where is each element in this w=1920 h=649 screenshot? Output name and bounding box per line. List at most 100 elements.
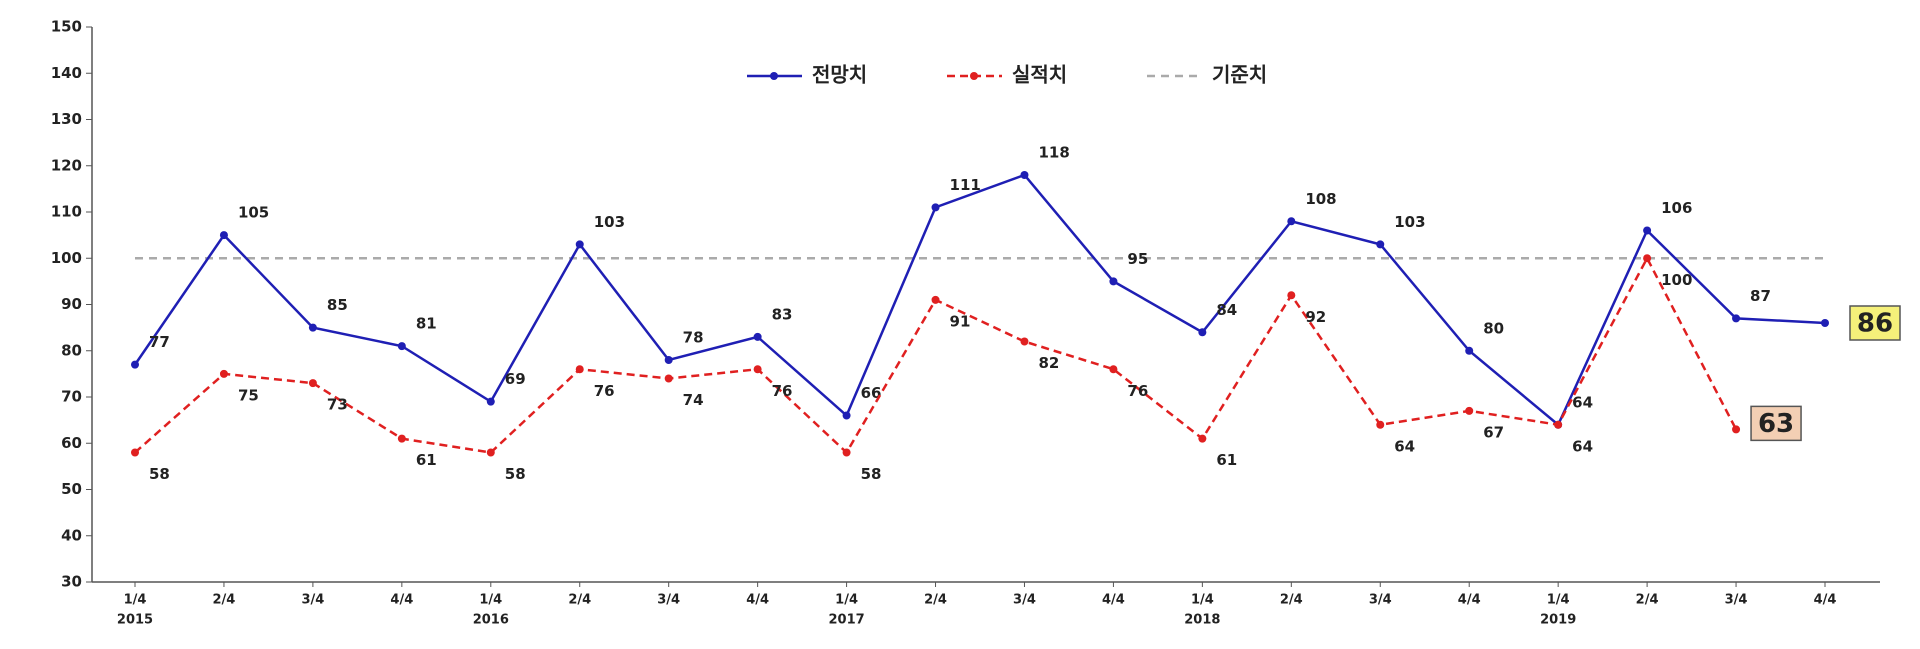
data-point [931, 203, 940, 212]
value-label: 76 [772, 382, 793, 400]
data-point [1554, 420, 1563, 429]
value-label: 118 [1038, 144, 1069, 162]
data-point [1020, 171, 1029, 179]
value-box [1750, 405, 1802, 442]
x-year-label: 2015 [117, 613, 153, 628]
value-label: 82 [1038, 354, 1059, 372]
value-label: 85 [327, 296, 348, 314]
x-tick-label: 3/4 [301, 593, 324, 608]
value-label: 74 [683, 391, 704, 409]
data-point [753, 365, 762, 374]
x-tick-label: 3/4 [1369, 593, 1392, 608]
data-point [1287, 291, 1296, 300]
value-label: 69 [505, 370, 526, 388]
x-tick-label: 2/4 [924, 593, 947, 608]
data-point [575, 240, 584, 249]
data-point [308, 379, 317, 388]
x-year-label: 2016 [473, 613, 509, 628]
y-tick-label: 150 [51, 18, 82, 36]
x-tick-label: 4/4 [1102, 593, 1125, 608]
data-point [1732, 425, 1741, 434]
data-point [1020, 337, 1029, 346]
value-label: 64 [1394, 437, 1415, 455]
data-point [1465, 346, 1474, 355]
value-label: 95 [1127, 250, 1148, 268]
x-year-label: 2018 [1184, 613, 1220, 628]
value-box [1849, 305, 1901, 341]
data-point [308, 323, 317, 332]
data-point [1287, 217, 1296, 226]
data-point [1732, 314, 1741, 323]
x-tick-label: 2/4 [568, 593, 591, 608]
data-point [1109, 277, 1118, 286]
value-label: 61 [416, 451, 437, 469]
value-label: 58 [861, 465, 882, 483]
value-label: 75 [238, 386, 259, 404]
data-point [842, 448, 851, 457]
data-point [1376, 240, 1385, 249]
x-tick-label: 3/4 [1725, 593, 1748, 608]
legend-marker [970, 72, 978, 80]
x-tick-label: 1/4 [835, 593, 858, 608]
data-point [1643, 226, 1652, 235]
data-point [486, 397, 495, 406]
value-label: 81 [416, 315, 437, 333]
x-tick-label: 2/4 [213, 593, 236, 608]
value-label: 111 [950, 176, 981, 194]
data-point [575, 365, 584, 374]
data-point [1376, 420, 1385, 429]
y-tick-label: 110 [51, 203, 82, 221]
data-point [1821, 319, 1829, 327]
value-label: 76 [1127, 382, 1148, 400]
value-label: 64 [1572, 437, 1593, 455]
value-label: 58 [505, 465, 526, 483]
value-label: 64 [1572, 393, 1593, 411]
value-label: 103 [1394, 213, 1425, 231]
y-tick-label: 90 [61, 295, 82, 313]
data-point [664, 356, 673, 364]
y-tick-label: 130 [51, 110, 82, 128]
value-label: 87 [1750, 287, 1771, 305]
value-label: 58 [149, 465, 170, 483]
data-point [931, 295, 940, 304]
value-label: 76 [594, 382, 615, 400]
x-tick-label: 2/4 [1636, 593, 1659, 608]
x-tick-label: 3/4 [657, 593, 680, 608]
data-point [397, 342, 406, 351]
y-tick-label: 80 [61, 341, 82, 359]
value-label: 91 [950, 312, 971, 330]
value-label: 108 [1305, 190, 1336, 208]
x-tick-label: 3/4 [1013, 593, 1036, 608]
legend-label: 전망치 [812, 63, 867, 87]
x-tick-label: 4/4 [1814, 593, 1837, 608]
value-label: 86 [1857, 309, 1893, 339]
value-label: 61 [1216, 451, 1237, 469]
value-label: 103 [594, 213, 625, 231]
value-label: 92 [1305, 308, 1326, 326]
y-tick-label: 50 [61, 480, 82, 498]
x-tick-label: 4/4 [1458, 593, 1481, 608]
x-tick-label: 4/4 [390, 593, 413, 608]
value-label: 66 [861, 384, 882, 402]
x-tick-label: 1/4 [479, 593, 502, 608]
data-point [219, 231, 228, 240]
value-label: 106 [1661, 199, 1692, 217]
value-label: 100 [1661, 271, 1692, 289]
data-point [1198, 434, 1207, 443]
x-tick-label: 1/4 [1191, 593, 1214, 608]
value-label: 78 [683, 329, 704, 347]
y-tick-label: 40 [61, 526, 82, 544]
series-line [133, 173, 1826, 427]
data-point [664, 374, 673, 383]
y-tick-label: 70 [61, 388, 82, 406]
data-point [219, 369, 228, 378]
data-point [842, 411, 851, 420]
value-label: 77 [149, 333, 170, 351]
x-tick-label: 4/4 [746, 593, 769, 608]
legend-label: 기준치 [1212, 63, 1267, 87]
x-tick-label: 1/4 [124, 593, 147, 608]
x-year-label: 2019 [1540, 613, 1576, 628]
y-tick-label: 140 [51, 64, 82, 82]
data-point [753, 332, 762, 341]
